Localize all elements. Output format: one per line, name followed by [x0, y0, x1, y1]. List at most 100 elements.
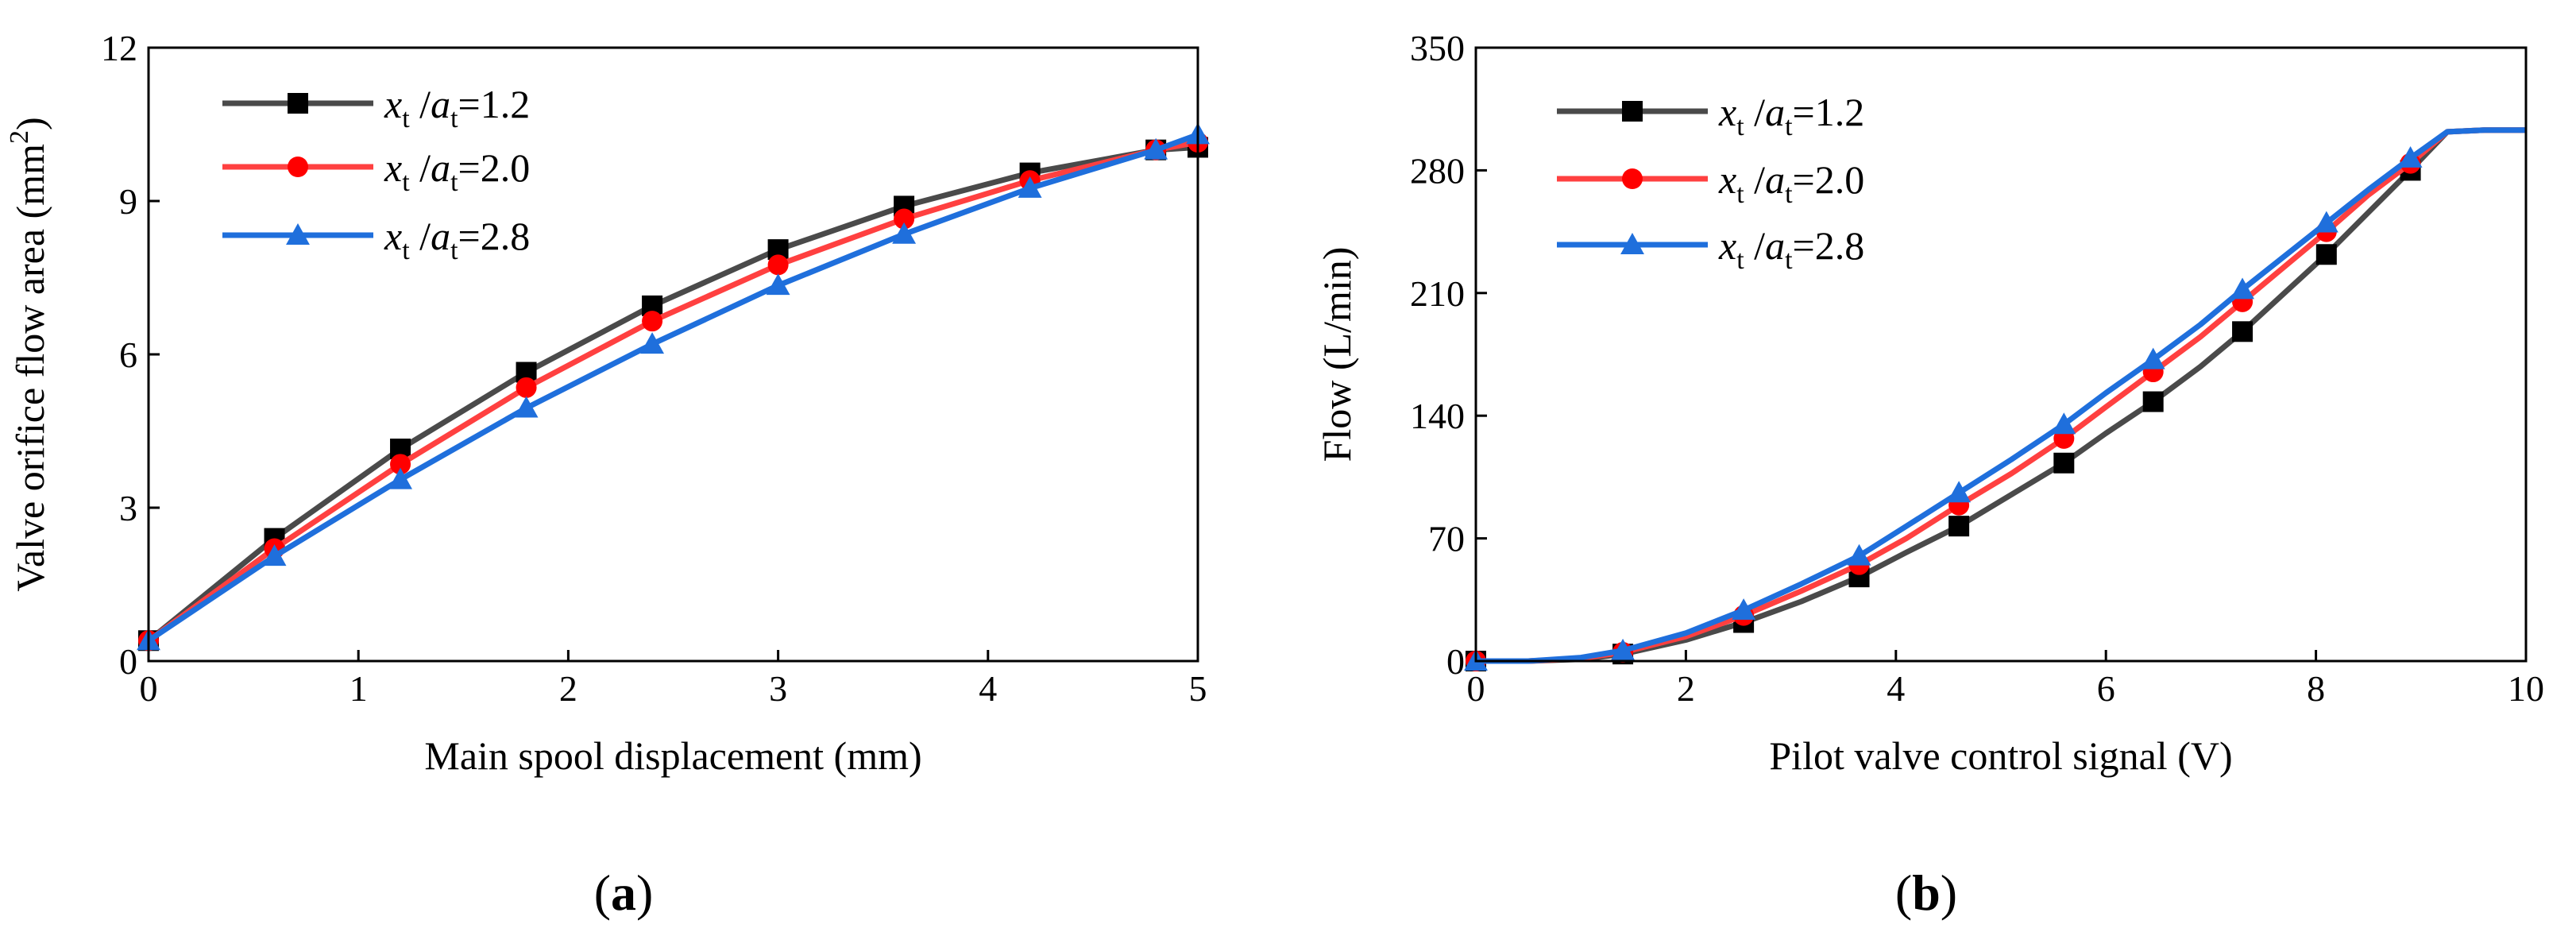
panel-a-legend-label-x: x	[384, 214, 402, 258]
panel-b-series-3	[1464, 127, 2526, 671]
panel-a-legend-label: xt /at=2.8	[384, 214, 530, 265]
panel-a-legend-label-sub: t	[402, 104, 410, 133]
panel-a-y-axis-label-end: )	[8, 117, 52, 130]
panel-b-legend-label-sub: t	[1736, 246, 1744, 275]
panel-b-letter: b	[1912, 864, 1941, 921]
panel-a-legend-label-value: =2.8	[458, 214, 531, 258]
panel-b-legend-label-slash: /	[1744, 157, 1766, 202]
panel-a-legend-entry-2: xt /at=2.0	[222, 145, 530, 197]
panel-a-legend-swatch-marker	[288, 93, 308, 114]
panel-b-legend-label-x: x	[1718, 223, 1736, 268]
panel-b-series-1	[1466, 127, 2526, 671]
panel-a-y-axis-label-sup: 2	[5, 130, 34, 144]
panel-b-legend-label-a: a	[1765, 223, 1785, 268]
panel-a-series-2-point	[767, 254, 789, 276]
panel-a-series-1-line	[146, 144, 1199, 644]
panel-b-x-tick-label: 10	[2508, 668, 2544, 709]
panel-b-series-3-point	[2398, 146, 2423, 168]
panel-a-series-2-point	[894, 208, 915, 230]
panel-a-series-3-point	[514, 396, 539, 418]
panel-b-legend-label-sub: t	[1736, 112, 1744, 141]
panel-a-x-tick-label: 2	[559, 668, 577, 709]
panel-a-legend-entry-1: xt /at=1.2	[222, 82, 530, 133]
panel-a-series-3-point	[766, 273, 790, 296]
panel-b-legend-entry-2: xt /at=2.0	[1557, 157, 1864, 209]
panel-b-legend-label-a: a	[1765, 157, 1785, 202]
panel-a-series-2-point	[516, 377, 537, 398]
panel-a-series-2	[138, 132, 1208, 652]
panel-b-legend-label-slash: /	[1744, 90, 1766, 134]
panel-b-x-tick-label: 4	[1887, 668, 1905, 709]
panel-b-legend-label-x: x	[1718, 90, 1736, 134]
panel-a-legend-swatch-marker	[286, 223, 310, 245]
panel-a-legend-entry-3: xt /at=2.8	[222, 214, 530, 265]
panel-b-y-tick-label: 70	[1428, 519, 1465, 559]
panel-b-legend-label-sub: t	[1736, 180, 1744, 209]
panel-b-series-1-point	[2315, 244, 2337, 265]
panel-a-series-3-point	[640, 332, 665, 354]
panel-a-x-tick-label: 3	[769, 668, 787, 709]
panel-a-series-3-line	[147, 132, 1199, 644]
panel-b-series-3-point	[1611, 638, 1636, 660]
panel-a-x-tick-label: 0	[140, 668, 158, 709]
panel-a-label: (a)	[594, 864, 654, 921]
panel-a-legend-label-slash: /	[410, 214, 431, 258]
panel-b-legend-label-sub: t	[1785, 180, 1793, 209]
panel-a-x-tick-label: 4	[979, 668, 997, 709]
panel-a-legend-label-a: a	[431, 145, 450, 190]
panel-a-legend-label-sub: t	[402, 236, 410, 265]
panel-a-legend-label-sub: t	[450, 104, 458, 133]
panel-a-axes-frame	[147, 46, 1199, 663]
panel-a-y-axis-label: Valve orifice flow area (mm2)	[5, 117, 52, 591]
panel-a-y-tick-label: 0	[119, 641, 137, 682]
panel-a-legend-label-sub: t	[450, 168, 458, 197]
panel-b-chart: 0 2 4 6 8 10 0 70 140 210 280 350 Pilot valve contro…	[1315, 28, 2544, 778]
panel-b-series-3-point	[1847, 543, 1871, 566]
panel-b-legend-label-slash: /	[1744, 223, 1766, 268]
panel-b-legend-label-sub: t	[1785, 112, 1793, 141]
panel-a-series-3	[137, 122, 1210, 651]
panel-b-axes-frame	[1474, 46, 2528, 663]
panel-b-y-tick-label: 0	[1446, 641, 1465, 682]
panel-a-legend-swatch-marker	[288, 157, 308, 177]
panel-a-legend-label-sub: t	[402, 168, 410, 197]
panel-b-legend-entry-1: xt /at=1.2	[1557, 90, 1864, 141]
panel-b-series-3-point	[2141, 347, 2165, 369]
panel-b-x-tick-label: 0	[1467, 668, 1485, 709]
panel-a-series-2-point	[642, 311, 663, 332]
panel-a-legend-label-value: =1.2	[458, 82, 531, 126]
panel-a-series-3-point	[388, 467, 412, 489]
panel-a-series-3-point	[1018, 176, 1042, 198]
panel-a-series-2-point	[390, 454, 411, 475]
panel-a-series-3-point	[262, 544, 287, 567]
panel-a-legend-label-a: a	[431, 214, 450, 258]
panel-b-legend-label-a: a	[1765, 90, 1785, 134]
panel-a-series-3-point	[1144, 137, 1168, 160]
panel-a-y-axis-label-main: Valve orifice flow area (mm	[8, 144, 52, 592]
panel-b-legend-label-value: =1.2	[1793, 90, 1865, 134]
panel-b-y-tick-label: 140	[1410, 396, 1465, 436]
panel-b-legend-swatch-marker	[1622, 101, 1643, 122]
panel-b-label: (b)	[1895, 864, 1957, 921]
panel-b-series-3-point	[2230, 277, 2255, 300]
panel-a-legend-label-x: x	[384, 82, 402, 126]
panel-b-series-3-point	[1947, 481, 1972, 503]
panel-b-legend-label: xt /at=2.8	[1718, 223, 1864, 275]
panel-b-legend-entry-3: xt /at=2.8	[1557, 223, 1864, 275]
panel-b-legend-label: xt /at=2.0	[1718, 157, 1864, 209]
panel-a-series-3-point	[892, 222, 917, 244]
panel-b-legend-label-value: =2.8	[1793, 223, 1865, 268]
panel-b-legend-label-x: x	[1718, 157, 1736, 202]
panel-a-x-tick-label: 1	[350, 668, 368, 709]
panel-a-y-tick-label: 9	[119, 181, 137, 222]
panel-a-y-tick-label: 3	[119, 488, 137, 528]
panel-b-legend-label: xt /at=1.2	[1718, 90, 1864, 141]
panel-a-legend-label-a: a	[431, 82, 450, 126]
panel-a-series-1	[138, 137, 1208, 652]
panel-a-series-2-line	[146, 139, 1199, 644]
panel-b-x-tick-label: 2	[1677, 668, 1695, 709]
panel-b-legend-label-sub: t	[1785, 246, 1793, 275]
panel-b-series-1-point	[1948, 516, 1970, 537]
